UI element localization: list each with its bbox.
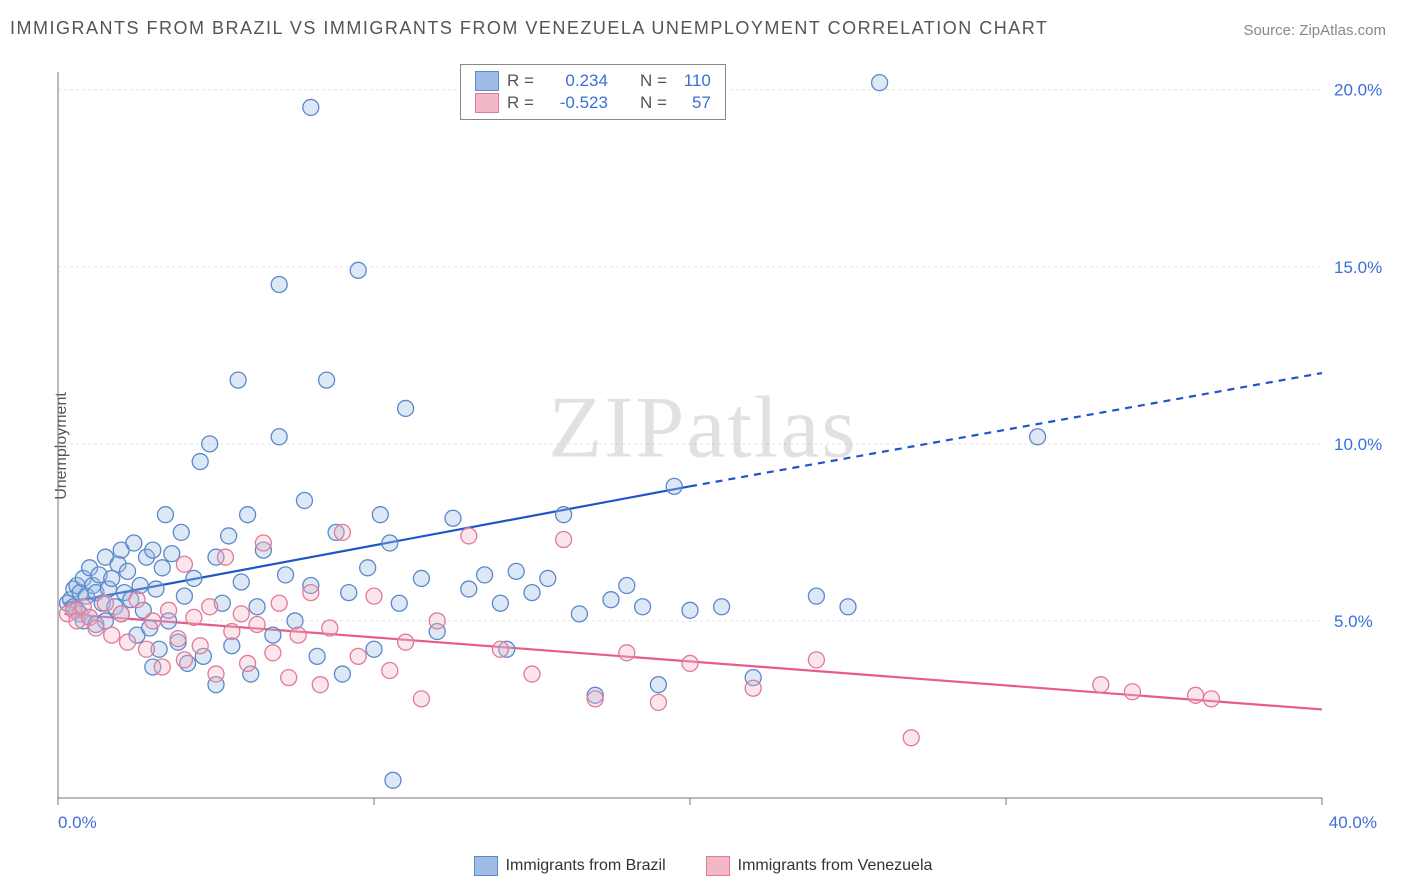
source-label: Source: ZipAtlas.com [1243, 22, 1386, 39]
venezuela-legend-label: Immigrants from Venezuela [738, 857, 933, 875]
series-legend: Immigrants from Brazil Immigrants from V… [0, 856, 1406, 876]
n-label: N = [640, 93, 667, 113]
svg-text:20.0%: 20.0% [1334, 81, 1382, 100]
venezuela-n-value: 57 [675, 93, 711, 113]
chart-title: IMMIGRANTS FROM BRAZIL VS IMMIGRANTS FRO… [10, 18, 1048, 39]
stats-legend-box: R = 0.234 N = 110 R = -0.523 N = 57 [460, 64, 726, 120]
venezuela-swatch [475, 93, 499, 113]
svg-text:10.0%: 10.0% [1334, 435, 1382, 454]
r-label: R = [507, 93, 534, 113]
svg-text:5.0%: 5.0% [1334, 612, 1373, 631]
svg-text:40.0%: 40.0% [1329, 813, 1377, 832]
n-label: N = [640, 71, 667, 91]
brazil-r-value: 0.234 [542, 71, 608, 91]
brazil-swatch [474, 856, 498, 876]
venezuela-r-value: -0.523 [542, 93, 608, 113]
svg-text:15.0%: 15.0% [1334, 258, 1382, 277]
r-label: R = [507, 71, 534, 91]
brazil-legend-label: Immigrants from Brazil [506, 857, 666, 875]
brazil-swatch [475, 71, 499, 91]
venezuela-swatch [706, 856, 730, 876]
svg-text:0.0%: 0.0% [58, 813, 97, 832]
correlation-scatter-chart: 5.0% 10.0% 15.0% 20.0% 0.0% 40.0% [50, 60, 1390, 840]
brazil-n-value: 110 [675, 71, 711, 91]
